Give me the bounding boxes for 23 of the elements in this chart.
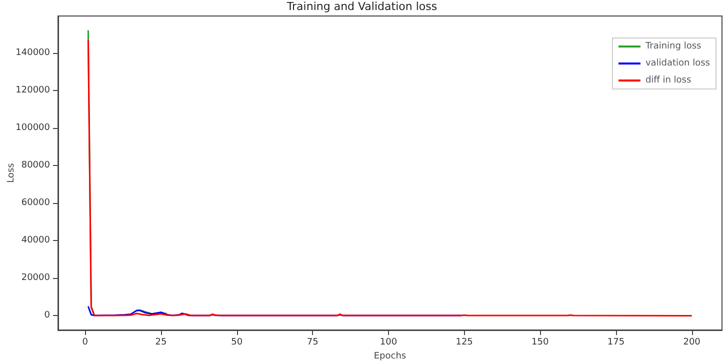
x-tick-label: 175 <box>607 338 625 348</box>
legend-label: validation loss <box>645 58 710 68</box>
x-tick-label: 200 <box>683 338 701 348</box>
y-tick-label: 20000 <box>21 273 50 284</box>
chart-title: Training and Validation loss <box>286 0 438 13</box>
x-tick-label: 100 <box>380 338 398 348</box>
y-tick-label: 40000 <box>21 236 50 246</box>
x-tick-label: 50 <box>231 338 243 348</box>
x-tick-label: 25 <box>155 338 167 348</box>
y-axis-title: Loss <box>6 162 16 183</box>
y-tick-label: 80000 <box>21 160 50 170</box>
x-tick-label: 75 <box>306 338 318 348</box>
x-tick-label: 0 <box>82 338 88 348</box>
y-tick-label: 60000 <box>21 198 50 208</box>
x-axis-title: Epochs <box>374 351 406 362</box>
y-tick-label: 140000 <box>16 48 50 58</box>
y-tick-label: 100000 <box>16 122 50 133</box>
x-tick-label: 125 <box>456 338 473 348</box>
x-tick-label: 150 <box>532 338 550 348</box>
legend-label: Training loss <box>644 42 702 52</box>
y-tick-label: 120000 <box>16 85 50 96</box>
y-tick-label: 0 <box>44 310 50 321</box>
legend-label: diff in loss <box>645 76 692 86</box>
